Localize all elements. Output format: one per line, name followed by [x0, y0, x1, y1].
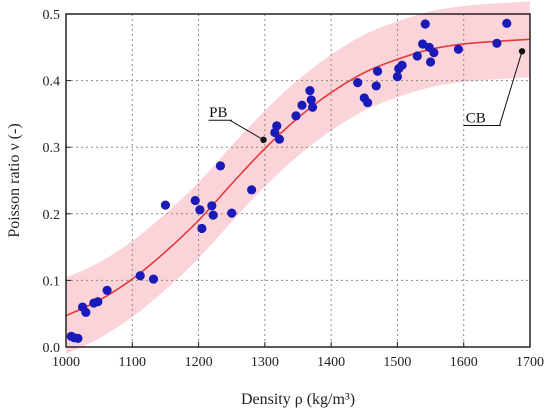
x-axis-label: Density ρ (kg/m³)	[241, 391, 355, 408]
annotation-layer: PB CB	[208, 48, 526, 144]
data-point	[412, 51, 422, 61]
data-point	[305, 85, 315, 96]
data-point	[429, 48, 439, 58]
data-point	[135, 271, 145, 281]
data-point	[73, 333, 83, 343]
data-point	[190, 195, 200, 206]
x-tick-label: 1500	[383, 355, 411, 370]
pb-marker	[260, 136, 267, 144]
y-tick-label: 0.1	[43, 274, 61, 289]
cb-label: CB	[466, 111, 486, 127]
data-point	[307, 102, 318, 112]
data-point	[502, 18, 512, 28]
pb-leader-line	[229, 119, 264, 141]
y-tick-label: 0.3	[43, 141, 61, 156]
data-point	[207, 201, 217, 211]
confidence-band-layer	[66, 1, 530, 354]
y-tick-label: 0.4	[43, 75, 61, 90]
data-point	[160, 200, 171, 210]
data-point	[272, 121, 282, 131]
x-tick-label: 1400	[317, 355, 345, 370]
data-point	[208, 210, 218, 220]
data-point	[297, 100, 307, 110]
data-point	[372, 66, 383, 76]
plot-frame	[65, 13, 531, 348]
x-tick-label: 1100	[119, 355, 146, 370]
y-tick-label: 0.2	[43, 208, 61, 223]
y-axis-label: Poisson ratio ν (-)	[6, 123, 23, 237]
y-tick-label: 0.0	[43, 341, 61, 356]
data-point	[197, 223, 207, 234]
tick-layer: 1000 1100 1200 1300 1400 1500 1600 1700 0.0 0.1 0.…	[43, 8, 545, 370]
data-point	[195, 205, 205, 215]
x-tick-label: 1300	[251, 355, 279, 370]
confidence-band	[66, 1, 530, 354]
y-tick-label: 0.5	[43, 8, 61, 23]
data-point	[102, 285, 112, 295]
data-point	[291, 111, 301, 121]
data-point	[492, 38, 502, 48]
data-point	[274, 134, 285, 144]
data-point	[392, 72, 403, 82]
data-point	[247, 185, 257, 195]
data-point	[306, 95, 316, 105]
cb-leader-line	[499, 51, 523, 126]
data-point	[81, 307, 91, 317]
data-point	[397, 60, 407, 70]
data-point	[363, 97, 373, 108]
data-point	[93, 297, 103, 307]
data-point	[371, 81, 381, 91]
data-points-layer	[66, 18, 512, 343]
data-point	[420, 19, 430, 29]
pb-label: PB	[209, 105, 227, 121]
x-tick-label: 1600	[450, 355, 478, 370]
data-point	[453, 44, 464, 54]
data-point	[227, 208, 237, 218]
x-tick-label: 1700	[516, 355, 544, 370]
x-tick-label: 1200	[185, 355, 213, 370]
cb-marker	[518, 48, 526, 55]
data-point	[148, 274, 159, 284]
x-tick-label: 1000	[52, 355, 80, 370]
data-point	[425, 57, 436, 67]
data-point	[215, 161, 226, 171]
data-point	[353, 77, 363, 88]
grid-layer	[66, 14, 530, 347]
